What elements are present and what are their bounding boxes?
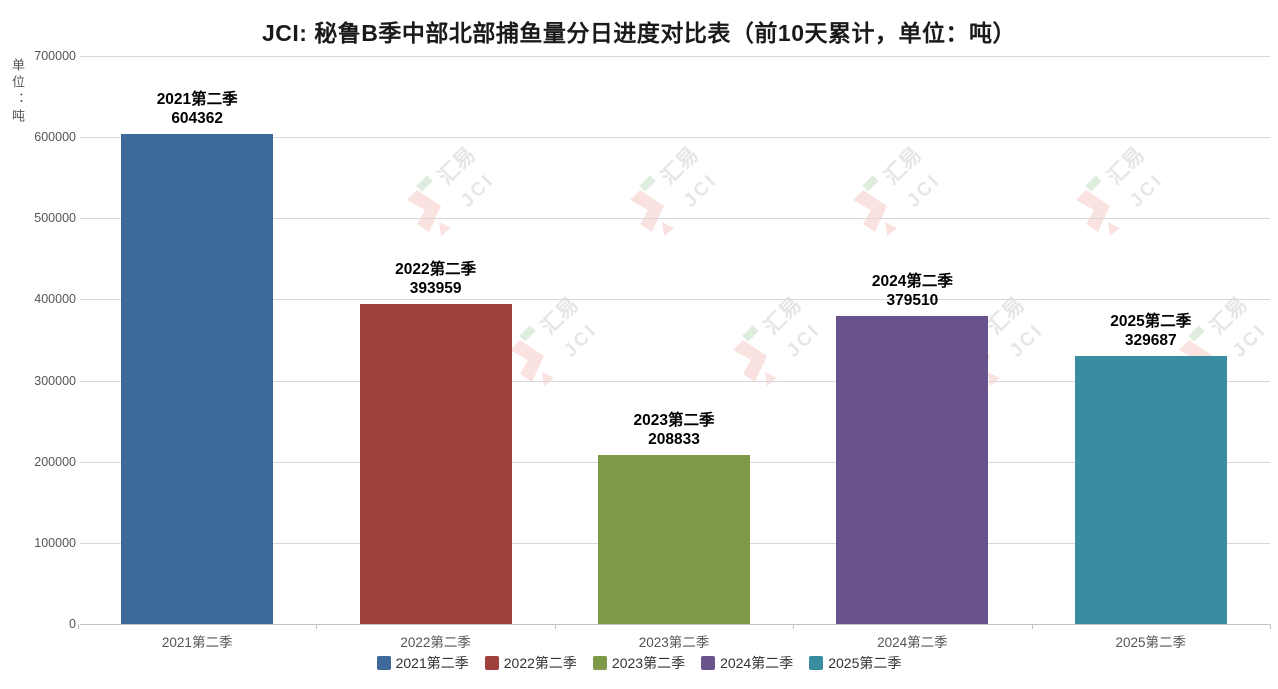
bar-label-value: 393959 bbox=[409, 280, 462, 298]
bar-2025[interactable] bbox=[1074, 356, 1227, 624]
watermark-j-logo-icon bbox=[853, 190, 897, 236]
y-tick-label: 100000 bbox=[34, 535, 76, 550]
bar-label-2023: 2023第二季 208833 bbox=[564, 411, 784, 449]
legend-label: 2022第二季 bbox=[503, 655, 577, 671]
bar-label-value: 604362 bbox=[171, 109, 224, 127]
legend-item-2022[interactable]: 2022第二季 bbox=[484, 653, 577, 673]
x-axis-tick bbox=[316, 624, 318, 629]
watermark-j-logo-icon bbox=[630, 190, 674, 236]
watermark-diamond-icon bbox=[639, 175, 656, 192]
watermark-j-logo-icon bbox=[733, 340, 777, 386]
legend-label: 2024第二季 bbox=[720, 655, 794, 671]
bar-label-2024: 2024第二季 379510 bbox=[802, 272, 1022, 310]
watermark-text-cn: 汇易 bbox=[434, 143, 481, 190]
bar-label-2021: 2021第二季 604362 bbox=[87, 90, 307, 128]
y-tick-label: 0 bbox=[69, 617, 76, 631]
legend-swatch-icon bbox=[376, 656, 391, 670]
x-axis-tick bbox=[1031, 624, 1033, 629]
bar-2022[interactable] bbox=[359, 304, 512, 624]
watermark-diamond-icon bbox=[742, 325, 759, 342]
watermark-diamond-icon bbox=[862, 175, 879, 192]
watermark-text-jci: JCI bbox=[782, 319, 825, 362]
watermark-diamond-icon bbox=[1085, 175, 1102, 192]
y-tick-label: 500000 bbox=[34, 211, 76, 226]
y-tick-label: 700000 bbox=[34, 49, 76, 63]
bar-label-value: 379510 bbox=[886, 292, 939, 310]
watermark: 汇易 JCI bbox=[508, 293, 626, 386]
x-label-2022: 2022第二季 bbox=[400, 635, 471, 650]
watermark-diamond-icon bbox=[519, 325, 536, 342]
legend-item-2024[interactable]: 2024第二季 bbox=[701, 653, 793, 673]
x-label-2025: 2025第二季 bbox=[1115, 635, 1187, 650]
gridline bbox=[80, 56, 1270, 57]
x-label-2023: 2023第二季 bbox=[638, 635, 710, 650]
x-label-2021: 2021第二季 bbox=[161, 635, 233, 650]
legend-label: 2025第二季 bbox=[828, 655, 902, 671]
watermark: 汇易 JCI bbox=[1074, 143, 1192, 236]
y-tick-label: 600000 bbox=[34, 130, 76, 145]
bar-label-series: 2025第二季 bbox=[1110, 313, 1192, 331]
bar-label-value: 208833 bbox=[648, 430, 700, 448]
watermark-text-jci: JCI bbox=[902, 169, 945, 212]
bar-2021[interactable] bbox=[121, 133, 274, 624]
y-axis-title: 单位：吨 bbox=[10, 58, 25, 126]
legend-label: 2023第二季 bbox=[611, 655, 686, 671]
bar-label-value: 329687 bbox=[1124, 332, 1177, 350]
legend-swatch-icon bbox=[592, 656, 607, 670]
legend: 2021第二季 2022第二季 2023第二季 2024第二季 2025第二季 bbox=[0, 653, 1278, 673]
bar-label-series: 2023第二季 bbox=[633, 411, 715, 429]
bar-label-series: 2024第二季 bbox=[871, 273, 953, 291]
bar-2024[interactable] bbox=[836, 316, 989, 624]
bar-label-2022: 2022第二季 393959 bbox=[326, 260, 546, 298]
watermark-text-cn: 汇易 bbox=[657, 143, 704, 190]
bar-label-2025: 2025第二季 329687 bbox=[1041, 312, 1261, 350]
watermark-text-jci: JCI bbox=[679, 169, 722, 212]
watermark: 汇易 JCI bbox=[731, 293, 849, 386]
legend-swatch-icon bbox=[484, 656, 499, 670]
y-tick-label: 300000 bbox=[34, 373, 76, 388]
watermark-text-cn: 汇易 bbox=[760, 293, 807, 340]
x-axis-tick bbox=[78, 624, 79, 629]
watermark-text-cn: 汇易 bbox=[1103, 143, 1150, 190]
legend-item-2025[interactable]: 2025第二季 bbox=[809, 653, 901, 673]
gridline bbox=[80, 624, 1270, 625]
legend-item-2023[interactable]: 2023第二季 bbox=[592, 653, 686, 673]
watermark: 汇易 JCI bbox=[628, 143, 746, 236]
x-axis-tick bbox=[793, 624, 795, 629]
watermark: 汇易 JCI bbox=[851, 143, 969, 236]
watermark-text-jci: JCI bbox=[559, 319, 602, 362]
x-axis-tick bbox=[554, 624, 556, 629]
y-tick-label: 200000 bbox=[34, 454, 76, 469]
legend-swatch-icon bbox=[809, 656, 824, 670]
gridline bbox=[80, 218, 1270, 220]
x-label-2024: 2024第二季 bbox=[877, 635, 948, 650]
y-tick-label: 400000 bbox=[34, 292, 76, 307]
gridline bbox=[80, 137, 1270, 139]
watermark-j-logo-icon bbox=[510, 340, 554, 386]
bar-label-series: 2022第二季 bbox=[395, 261, 477, 279]
watermark-j-logo-icon bbox=[1076, 190, 1120, 236]
watermark-text-jci: JCI bbox=[1125, 169, 1168, 212]
watermark-diamond-icon bbox=[416, 175, 433, 192]
page-title: JCI: 秘鲁B季中部北部捕鱼量分日进度对比表（前10天累计，单位：吨） bbox=[261, 20, 1017, 46]
x-axis-tick bbox=[1270, 624, 1271, 629]
bar-label-series: 2021第二季 bbox=[156, 90, 238, 108]
gridline bbox=[80, 380, 1270, 382]
gridline bbox=[80, 299, 1270, 301]
watermark-j-logo-icon bbox=[407, 190, 451, 236]
legend-label: 2021第二季 bbox=[395, 655, 469, 671]
bar-2023[interactable] bbox=[598, 454, 750, 624]
watermark-text-cn: 汇易 bbox=[880, 143, 927, 190]
legend-item-2021[interactable]: 2021第二季 bbox=[376, 653, 469, 673]
legend-swatch-icon bbox=[701, 656, 716, 670]
watermark-text-jci: JCI bbox=[456, 169, 499, 212]
watermark: 汇易 JCI bbox=[405, 143, 523, 236]
